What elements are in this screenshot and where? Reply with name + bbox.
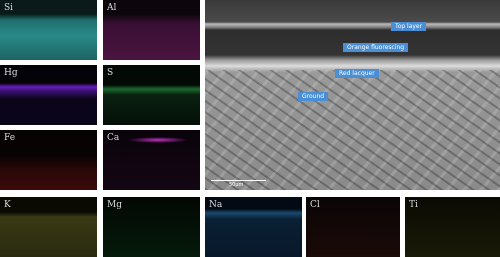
- map-panel: K: [0, 197, 97, 257]
- map-panel: S: [103, 65, 200, 125]
- ground-texture: [205, 70, 500, 190]
- annotation: Orange fluorescing: [343, 43, 409, 52]
- element-label: Si: [4, 3, 14, 13]
- element-label: Ca: [107, 133, 120, 143]
- map-panel: Ca: [103, 130, 200, 190]
- map-panel: Si: [0, 0, 97, 60]
- map-panel: Al: [103, 0, 200, 60]
- element-label: Mg: [107, 200, 122, 210]
- map-panel: Fe: [0, 130, 97, 190]
- map-panel: Ti: [405, 197, 500, 257]
- annotation: Top layer: [391, 22, 427, 31]
- map-panel: Cl: [306, 197, 400, 257]
- element-label: Al: [107, 3, 117, 13]
- annotation: Red lacquer: [335, 69, 379, 78]
- scale-bar-label: 50μm: [229, 182, 244, 188]
- element-label: Ti: [409, 200, 418, 210]
- element-label: Cl: [310, 200, 320, 210]
- map-panel: Mg: [103, 197, 200, 257]
- element-label: K: [4, 200, 11, 210]
- map-panel: Hg: [0, 65, 97, 125]
- element-label: Hg: [4, 68, 18, 78]
- map-panel: Na: [205, 197, 302, 257]
- scale-bar: [211, 180, 266, 181]
- element-label: Fe: [4, 133, 16, 143]
- element-label: Na: [209, 200, 223, 210]
- annotation: Ground: [298, 92, 329, 101]
- element-label: S: [107, 68, 114, 78]
- sem-image: Top layer Orange fluorescing Red lacquer…: [205, 0, 500, 190]
